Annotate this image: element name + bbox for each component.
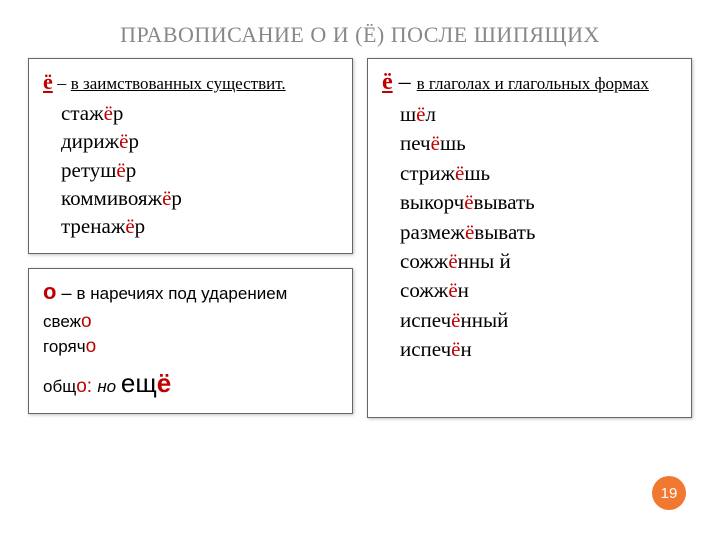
example-word: тренажёр	[61, 212, 338, 240]
example-word: сожжён	[400, 276, 677, 305]
page-number-badge: 19	[652, 476, 686, 510]
example-word: шёл	[400, 100, 677, 129]
example-word: размежёвывать	[400, 218, 677, 247]
content-area: ё – в заимствованных существит. стажёрди…	[0, 58, 720, 418]
examples-borrowed: стажёрдирижёрретушёркоммивояжёртренажёр	[43, 99, 338, 241]
box-verbs: ё – в глаголах и глагольных формах шёлпе…	[367, 58, 692, 418]
rule-heading-3: о – в наречиях под ударением	[43, 279, 338, 305]
adverb-example: горячо	[43, 334, 338, 360]
rule-letter: о	[43, 279, 56, 304]
example-word: стрижёшь	[400, 159, 677, 188]
slide-title: ПРАВОПИСАНИЕ О И (Ё) ПОСЛЕ ШИПЯЩИХ	[0, 0, 720, 58]
adverb-example: свежо	[43, 309, 338, 335]
example-word: испечённый	[400, 306, 677, 335]
example-word: испечён	[400, 335, 677, 364]
examples-adverbs: свежогорячо общо: но ещё	[43, 309, 338, 401]
box-adverbs: о – в наречиях под ударением свежогорячо…	[28, 268, 353, 414]
box-borrowed-nouns: ё – в заимствованных существит. стажёрди…	[28, 58, 353, 254]
rule-heading-2: ё – в глаголах и глагольных формах	[382, 69, 677, 96]
rule-heading-1: ё – в заимствованных существит.	[43, 69, 338, 95]
example-word: стажёр	[61, 99, 338, 127]
adverb-exception: общо: но ещё	[43, 366, 338, 401]
rule-letter: ё	[382, 69, 393, 95]
rule-letter: ё	[43, 69, 53, 94]
example-word: выкорчёвывать	[400, 188, 677, 217]
example-word: дирижёр	[61, 127, 338, 155]
example-word: коммивояжёр	[61, 184, 338, 212]
example-word: сожжённы й	[400, 247, 677, 276]
example-word: печёшь	[400, 129, 677, 158]
examples-verbs: шёлпечёшьстрижёшьвыкорчёвыватьразмежёвыв…	[382, 100, 677, 365]
example-word: ретушёр	[61, 156, 338, 184]
